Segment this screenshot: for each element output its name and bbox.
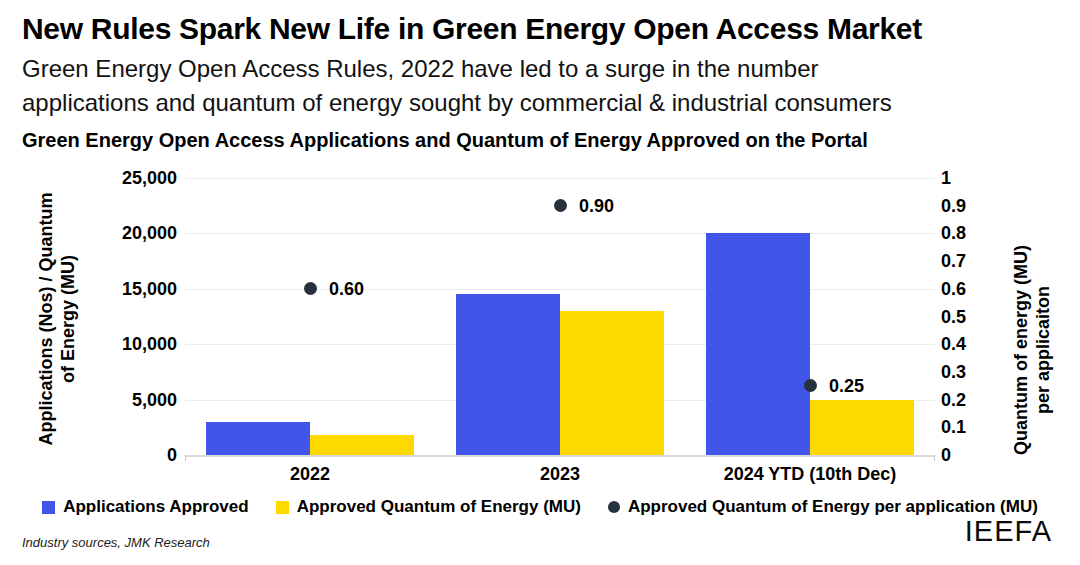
- x-axis-line: [185, 455, 935, 457]
- ratio-data-label: 0.60: [329, 277, 364, 301]
- gridline: [185, 233, 935, 234]
- left-axis-tick-label: 10,000: [77, 334, 177, 354]
- x-axis-category-label: 2023: [540, 463, 580, 485]
- legend-item: Applications Approved: [42, 497, 248, 517]
- legend-circle-marker: [608, 501, 620, 513]
- gridline: [185, 178, 935, 179]
- legend-label: Approved Quantum of Energy per applicati…: [628, 497, 1038, 517]
- ratio-data-point: [804, 379, 817, 392]
- legend-square-marker: [276, 501, 289, 514]
- bar-approved-quantum-energy: [560, 311, 664, 455]
- legend-item: Approved Quantum of Energy per applicati…: [608, 497, 1038, 517]
- brand-logo: IEEFA: [965, 515, 1052, 548]
- ratio-data-point: [304, 282, 317, 295]
- x-axis-category-label: 2024 YTD (10th Dec): [724, 463, 897, 485]
- bar-approved-quantum-energy: [810, 400, 914, 455]
- right-axis-tick-label: 1: [941, 168, 1001, 188]
- left-axis-tick-label: 20,000: [77, 223, 177, 243]
- axis-tick-mark: [934, 455, 935, 461]
- legend-item: Approved Quantum of Energy (MU): [276, 497, 581, 517]
- right-axis-tick-label: 0.7: [941, 251, 1001, 271]
- ratio-data-point: [554, 199, 567, 212]
- chart-legend: Applications Approved Approved Quantum of…: [0, 494, 1080, 520]
- x-axis-category-label: 2022: [290, 463, 330, 485]
- source-note: Industry sources, JMK Research: [22, 535, 210, 550]
- legend-label: Applications Approved: [63, 497, 248, 517]
- ratio-data-label: 0.90: [579, 194, 614, 218]
- right-axis-tick-label: 0.4: [941, 334, 1001, 354]
- infographic-card: New Rules Spark New Life in Green Energy…: [0, 0, 1080, 565]
- right-axis-tick-label: 0.3: [941, 362, 1001, 382]
- right-axis-tick-label: 0.5: [941, 307, 1001, 327]
- left-axis-tick-label: 5,000: [77, 390, 177, 410]
- left-axis-tick-label: 15,000: [77, 279, 177, 299]
- chart-plot-area: 0 5,000 10,000 15,000 20,000 25,000 0 0.1 0.2 0.3…: [0, 0, 1080, 565]
- axis-tick-mark: [185, 455, 186, 461]
- right-axis-tick-label: 0.1: [941, 417, 1001, 437]
- bar-applications-approved: [206, 422, 310, 455]
- bar-applications-approved: [456, 294, 560, 455]
- legend-label: Approved Quantum of Energy (MU): [297, 497, 581, 517]
- bar-applications-approved: [706, 233, 810, 455]
- left-axis-tick-label: 0: [77, 445, 177, 465]
- left-axis-tick-label: 25,000: [77, 168, 177, 188]
- right-axis-tick-label: 0.9: [941, 196, 1001, 216]
- right-axis-tick-label: 0.8: [941, 223, 1001, 243]
- bar-approved-quantum-energy: [310, 435, 414, 455]
- ratio-data-label: 0.25: [829, 374, 864, 398]
- right-axis-tick-label: 0: [941, 445, 1001, 465]
- right-axis-tick-label: 0.2: [941, 390, 1001, 410]
- right-axis-tick-label: 0.6: [941, 279, 1001, 299]
- gridline: [185, 289, 935, 290]
- legend-square-marker: [42, 501, 55, 514]
